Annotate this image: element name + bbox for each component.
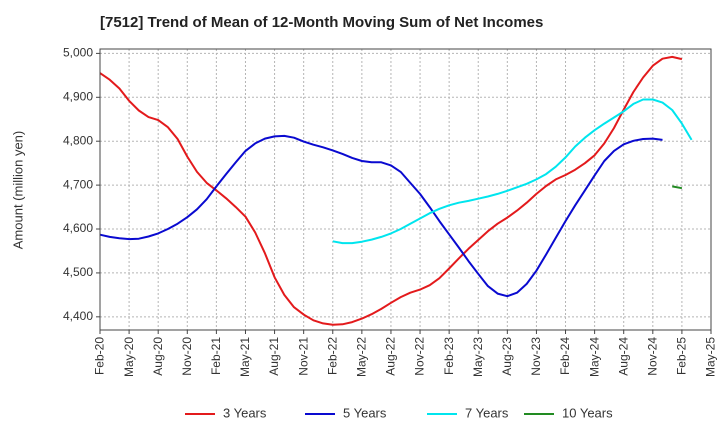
x-axis: Feb-20 May-20 Aug-20 Nov-20 Feb-21 May-21 Aug-… — [93, 330, 718, 377]
series-line-5-years — [99, 134, 663, 298]
series-line-10-years — [672, 185, 683, 190]
y-tick-label: 4,800 — [63, 133, 93, 147]
x-tick-label: Aug-24 — [616, 337, 630, 376]
x-tick-label: Nov-21 — [296, 337, 310, 376]
legend-label-5-years: 5 Years — [343, 405, 387, 420]
x-tick-label: Feb-21 — [209, 337, 223, 375]
x-tick-label: May-23 — [471, 337, 485, 377]
y-tick-label: 4,900 — [63, 89, 93, 103]
y-tick-label: 4,400 — [63, 309, 93, 323]
x-tick-label: Feb-23 — [442, 337, 456, 375]
x-tick-label: Aug-20 — [151, 337, 165, 376]
x-tick-label: Feb-22 — [325, 337, 339, 375]
x-tick-label: Nov-20 — [180, 337, 194, 376]
x-tick-label: Feb-24 — [558, 337, 572, 375]
y-axis: 4,400 4,500 4,600 4,700 4,800 4,900 5,000 — [63, 46, 100, 323]
x-tick-label: May-24 — [587, 337, 601, 377]
plot-frame — [99, 48, 712, 331]
y-tick-label: 4,700 — [63, 177, 93, 191]
x-tick-label: Nov-22 — [413, 337, 427, 376]
x-tick-label: Nov-23 — [529, 337, 543, 376]
x-tick-label: Feb-25 — [675, 337, 689, 375]
x-tick-label: May-20 — [122, 337, 136, 377]
chart-title: [7512] Trend of Mean of 12-Month Moving … — [100, 14, 544, 31]
x-tick-label: May-21 — [238, 337, 252, 377]
x-tick-label: Aug-22 — [384, 337, 398, 376]
grid-lines — [99, 49, 712, 330]
legend-label-7-years: 7 Years — [465, 405, 509, 420]
x-tick-label: Aug-21 — [267, 337, 281, 376]
y-axis-title: Amount (million yen) — [10, 131, 25, 250]
legend-label-10-years: 10 Years — [562, 405, 613, 420]
y-tick-label: 4,600 — [63, 221, 93, 235]
series-line-7-years — [332, 98, 693, 245]
series-line-3-years — [99, 55, 683, 326]
x-tick-label: May-22 — [355, 337, 369, 377]
x-tick-label: May-25 — [704, 337, 718, 377]
x-tick-label: Aug-23 — [500, 337, 514, 376]
data-series — [99, 55, 693, 326]
legend-label-3-years: 3 Years — [223, 405, 267, 420]
x-tick-label: Feb-20 — [93, 337, 107, 375]
y-tick-label: 4,500 — [63, 265, 93, 279]
y-tick-label: 5,000 — [63, 46, 93, 60]
x-tick-label: Nov-24 — [645, 337, 659, 376]
legend: 3 Years 5 Years 7 Years 10 Years — [185, 405, 613, 420]
